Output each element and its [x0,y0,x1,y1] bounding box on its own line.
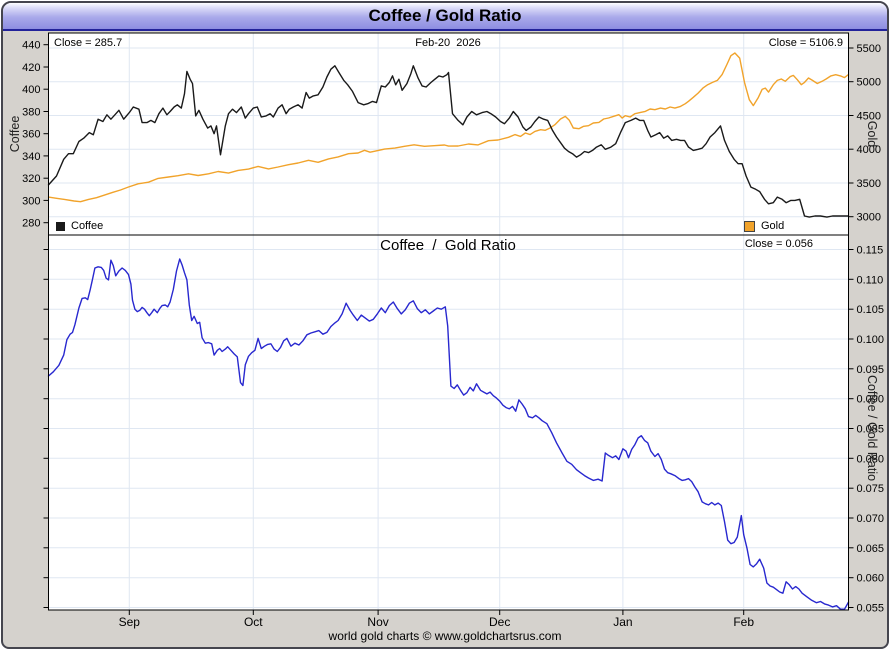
gold-tick-label: 5500 [857,43,881,55]
ratio-close-label: Close = 0.056 [744,238,813,250]
gold-legend-swatch-icon [744,220,755,232]
month-label: Jan [613,615,632,629]
coffee-tick-label: 300 [22,195,40,207]
coffee-legend-label: Coffee [71,220,104,232]
ratio-tick-label: 0.085 [857,424,885,436]
ratio-tick-label: 0.080 [857,453,885,465]
gold-line [47,52,850,203]
coffee-tick-label: 280 [22,218,40,230]
gold-tick-label: 4000 [857,144,881,156]
window-titlebar[interactable]: Coffee / Gold Ratio [3,3,887,31]
ratio-tick-label: 0.110 [857,274,884,286]
gold-tick-label: 5000 [857,77,881,89]
coffee-tick-label: 420 [22,62,40,74]
ratio-tick-label: 0.095 [857,364,885,376]
gold-tick-label: 3500 [857,178,881,190]
window-title: Coffee / Gold Ratio [368,6,522,25]
gold-close-label: Close = 5106.9 [768,37,843,49]
ratio-axis-title: Coffee / Gold Ratio [865,374,879,482]
ratio-tick-label: 0.055 [857,603,885,615]
coffee-axis-title: Coffee [8,115,22,153]
date-label: Feb-20 2026 [415,37,481,49]
coffee-tick-label: 340 [22,151,40,163]
coffee-tick-label: 440 [22,40,40,52]
coffee-tick-label: 320 [22,173,40,185]
gold-tick-label: 3000 [857,212,881,224]
footer-credit: world gold charts © www.goldchartsrus.co… [328,629,562,643]
month-label: Nov [367,615,388,629]
gold-axis-title: Gold [865,120,879,148]
ratio-tick-label: 0.105 [857,304,885,316]
month-label: Sep [119,615,141,629]
ratio-tick-label: 0.100 [857,334,885,346]
ratio-tick-label: 0.090 [857,394,885,406]
legend-coffee: Coffee [56,220,103,232]
coffee-tick-label: 400 [22,84,40,96]
ratio-tick-label: 0.070 [857,513,885,525]
gold-legend-label: Gold [761,220,785,232]
month-label: Dec [489,615,510,629]
coffee-close-label: Close = 285.7 [54,37,123,49]
ratio-tick-label: 0.060 [857,573,885,585]
coffee-tick-label: 360 [22,129,40,141]
ratio-tick-label: 0.075 [857,483,885,495]
ratio-line [47,258,850,610]
month-label: Feb [733,615,754,629]
coffee-legend-swatch-icon [56,221,65,231]
coffee-tick-label: 380 [22,107,40,119]
coffee-line [47,65,850,218]
ratio-panel-title: Coffee / Gold Ratio [380,237,516,254]
ratio-panel-border [48,234,849,611]
ratio-tick-label: 0.115 [857,245,884,257]
month-label: Oct [244,615,263,629]
ratio-tick-label: 0.065 [857,543,885,555]
gold-tick-label: 4500 [857,111,881,123]
plot-background [48,33,849,610]
legend-gold: Gold [744,220,784,232]
